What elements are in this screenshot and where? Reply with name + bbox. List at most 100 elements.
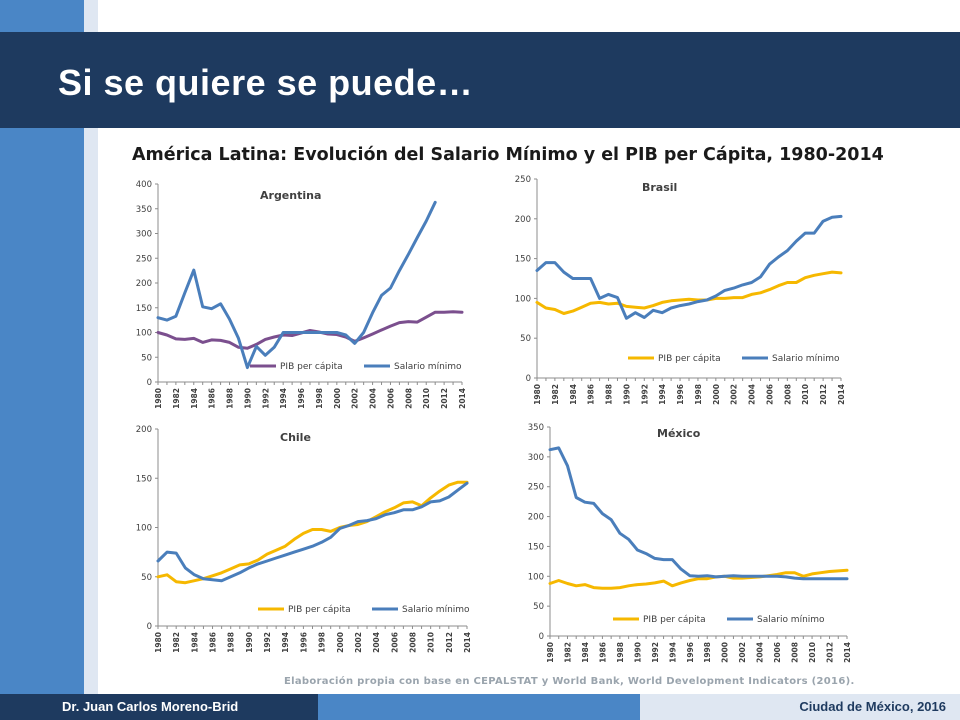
- y-tick-label: 100: [528, 572, 544, 582]
- x-tick-label: 2010: [808, 642, 817, 663]
- left-accent-stripe: [84, 0, 98, 720]
- chart-title: Brasil: [642, 181, 677, 194]
- x-tick-label: 2012: [440, 388, 449, 409]
- legend-label-1: Salario mínimo: [394, 362, 462, 372]
- x-tick-label: 1980: [154, 632, 163, 653]
- x-tick-label: 1992: [263, 632, 272, 653]
- x-tick-label: 1986: [209, 632, 218, 653]
- y-tick-label: 100: [136, 524, 152, 534]
- x-tick-label: 1982: [172, 632, 181, 653]
- footer: Dr. Juan Carlos Moreno-Brid Ciudad de Mé…: [0, 694, 960, 720]
- x-tick-label: 2002: [730, 384, 739, 405]
- x-tick-label: 1984: [190, 632, 199, 653]
- title-bar: [0, 32, 960, 128]
- x-tick-label: 1998: [703, 642, 712, 663]
- y-tick-label: 0: [539, 632, 544, 642]
- x-tick-label: 1982: [551, 384, 560, 405]
- x-tick-label: 2006: [773, 642, 782, 663]
- x-tick-label: 2002: [354, 632, 363, 653]
- x-tick-label: 1986: [598, 642, 607, 663]
- legend-label-1: Salario mínimo: [772, 354, 840, 364]
- x-tick-label: 1986: [208, 388, 217, 409]
- footer-location-date: Ciudad de México, 2016: [799, 699, 946, 714]
- x-tick-label: 1982: [172, 388, 181, 409]
- y-tick-label: 200: [515, 215, 531, 225]
- series-line-1: [156, 200, 437, 370]
- x-tick-label: 1988: [605, 384, 614, 405]
- footer-mid-panel: [318, 694, 640, 720]
- y-tick-label: 100: [515, 294, 531, 304]
- x-tick-label: 2000: [336, 632, 345, 653]
- x-tick-label: 2006: [386, 388, 395, 409]
- series-line-0: [548, 568, 849, 590]
- y-tick-label: 150: [136, 304, 152, 314]
- x-tick-label: 1994: [668, 642, 677, 663]
- y-tick-label: 200: [528, 513, 544, 523]
- legend-label-0: PIB per cápita: [280, 362, 343, 372]
- series-line-1: [156, 481, 469, 583]
- x-tick-label: 1992: [651, 642, 660, 663]
- x-tick-label: 1980: [154, 388, 163, 409]
- y-tick-label: 350: [528, 423, 544, 433]
- chart-brasil: 0 50 100 150 200 250 1980 1982 1984 1986 1988 1990 1…: [495, 166, 855, 421]
- x-tick-label: 1996: [297, 388, 306, 409]
- x-tick-label: 1988: [227, 632, 236, 653]
- series-line-0: [156, 310, 464, 350]
- x-tick-label: 2014: [837, 384, 846, 405]
- x-tick-label: 1990: [622, 384, 631, 405]
- x-tick-label: 2014: [463, 632, 472, 653]
- x-tick-label: 1990: [633, 642, 642, 663]
- y-tick-label: 50: [520, 334, 531, 344]
- x-tick-label: 1998: [318, 632, 327, 653]
- series-line-0: [535, 270, 843, 315]
- x-tick-label: 2004: [369, 388, 378, 409]
- slide-title: Si se quiere se puede…: [58, 62, 474, 103]
- legend-label-0: PIB per cápita: [288, 605, 351, 615]
- chart-title: Chile: [280, 431, 311, 444]
- x-tick-label: 1984: [581, 642, 590, 663]
- series-line-1: [548, 446, 849, 581]
- chart-chile: 0 50 100 150 200 1980 1982 1984 1986 1988 1990 1992…: [120, 417, 480, 665]
- y-tick-label: 50: [141, 573, 152, 583]
- x-tick-label: 1980: [546, 642, 555, 663]
- x-tick-label: 2002: [351, 388, 360, 409]
- x-tick-label: 1982: [563, 642, 572, 663]
- legend-label-0: PIB per cápita: [658, 354, 721, 364]
- footer-left-panel: [0, 694, 318, 720]
- x-tick-label: 2012: [826, 642, 835, 663]
- x-tick-label: 1996: [686, 642, 695, 663]
- y-tick-label: 0: [147, 622, 152, 632]
- x-tick-label: 1994: [658, 384, 667, 405]
- y-tick-label: 250: [528, 483, 544, 493]
- y-tick-label: 200: [136, 425, 152, 435]
- x-tick-label: 2004: [756, 642, 765, 663]
- x-tick-label: 2000: [333, 388, 342, 409]
- x-tick-label: 2000: [721, 642, 730, 663]
- x-tick-label: 2008: [783, 384, 792, 405]
- legend-label-0: PIB per cápita: [643, 615, 706, 625]
- y-tick-label: 250: [515, 175, 531, 185]
- x-tick-label: 2008: [791, 642, 800, 663]
- y-tick-label: 350: [136, 205, 152, 215]
- x-tick-label: 2008: [404, 388, 413, 409]
- legend-label-1: Salario mínimo: [757, 615, 825, 625]
- y-tick-label: 300: [528, 453, 544, 463]
- x-tick-label: 1992: [640, 384, 649, 405]
- slide-subtitle: América Latina: Evolución del Salario Mí…: [132, 145, 884, 165]
- y-tick-label: 100: [136, 329, 152, 339]
- x-tick-label: 1988: [616, 642, 625, 663]
- series-line-0: [156, 480, 469, 585]
- x-tick-label: 2010: [801, 384, 810, 405]
- x-tick-label: 1998: [694, 384, 703, 405]
- y-tick-label: 400: [136, 180, 152, 190]
- y-tick-label: 0: [147, 378, 152, 388]
- chart-argentina: 0 50 100 150 200 250 300 350 400 1980 1982 1984 1986…: [120, 172, 480, 417]
- y-tick-label: 0: [526, 374, 531, 384]
- y-tick-label: 250: [136, 254, 152, 264]
- y-tick-label: 150: [515, 255, 531, 265]
- y-tick-label: 200: [136, 279, 152, 289]
- x-tick-label: 2004: [372, 632, 381, 653]
- x-tick-label: 1984: [190, 388, 199, 409]
- x-tick-label: 1994: [279, 388, 288, 409]
- x-tick-label: 1980: [533, 384, 542, 405]
